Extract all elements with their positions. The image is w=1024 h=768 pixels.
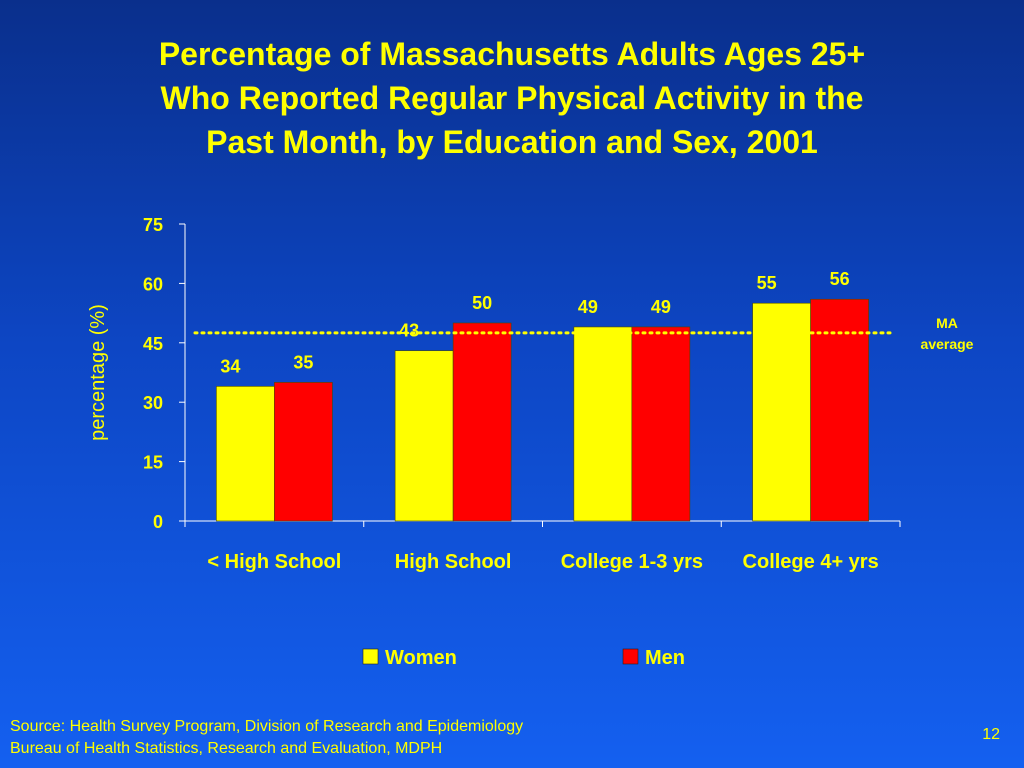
data-label-women: 49 xyxy=(578,297,598,317)
source-note: Source: Health Survey Program, Division … xyxy=(10,716,523,760)
source-line-1: Source: Health Survey Program, Division … xyxy=(10,718,524,735)
title-line-3: Past Month, by Education and Sex, 2001 xyxy=(206,124,818,160)
legend-label-women: Women xyxy=(385,647,457,669)
x-tick-label: < High School xyxy=(207,551,341,573)
ma-average-label-line-1: MA xyxy=(936,315,958,331)
y-tick-label: 30 xyxy=(143,393,163,413)
title-line-1: Percentage of Massachusetts Adults Ages … xyxy=(158,36,866,72)
data-label-men: 35 xyxy=(293,352,313,372)
y-tick-label: 45 xyxy=(143,334,163,354)
y-tick-label: 15 xyxy=(143,453,163,473)
bar-men xyxy=(631,326,691,522)
x-tick-label: High School xyxy=(395,551,512,573)
data-label-men: 49 xyxy=(651,297,671,317)
x-tick-label: College 1-3 yrs xyxy=(561,551,703,573)
chart-title: Percentage of Massachusetts Adults Ages … xyxy=(20,32,1004,164)
data-label-women: 34 xyxy=(220,356,240,376)
bar-women xyxy=(216,386,275,522)
bar-women xyxy=(573,326,633,522)
data-label-men: 50 xyxy=(472,293,492,313)
x-tick-label: College 4+ yrs xyxy=(743,551,879,573)
title-line-2: Who Reported Regular Physical Activity i… xyxy=(160,80,864,116)
ma-average-label-line-2: average xyxy=(921,336,974,352)
y-axis-title: percentage (%) xyxy=(87,304,109,441)
legend-swatch-women xyxy=(362,648,379,665)
legend-swatch-men xyxy=(622,648,639,665)
bar-women xyxy=(752,302,811,522)
data-label-women: 55 xyxy=(757,273,777,293)
bar-men xyxy=(452,322,512,522)
source-line-2: Bureau of Health Statistics, Research an… xyxy=(10,740,443,757)
data-label-women: 43 xyxy=(399,321,419,341)
y-tick-label: 0 xyxy=(153,512,163,532)
page-number: 12 xyxy=(982,726,1000,743)
bar-men xyxy=(810,298,869,522)
y-tick-label: 75 xyxy=(143,215,163,235)
data-label-men: 56 xyxy=(830,269,850,289)
y-tick-label: 60 xyxy=(143,274,163,294)
bar-women xyxy=(394,350,454,522)
bar-men xyxy=(274,382,333,522)
legend-label-men: Men xyxy=(645,647,685,669)
bar-chart: 0 15 30 45 60 75 percentage (%) 34 35 < High Scho… xyxy=(87,215,974,669)
